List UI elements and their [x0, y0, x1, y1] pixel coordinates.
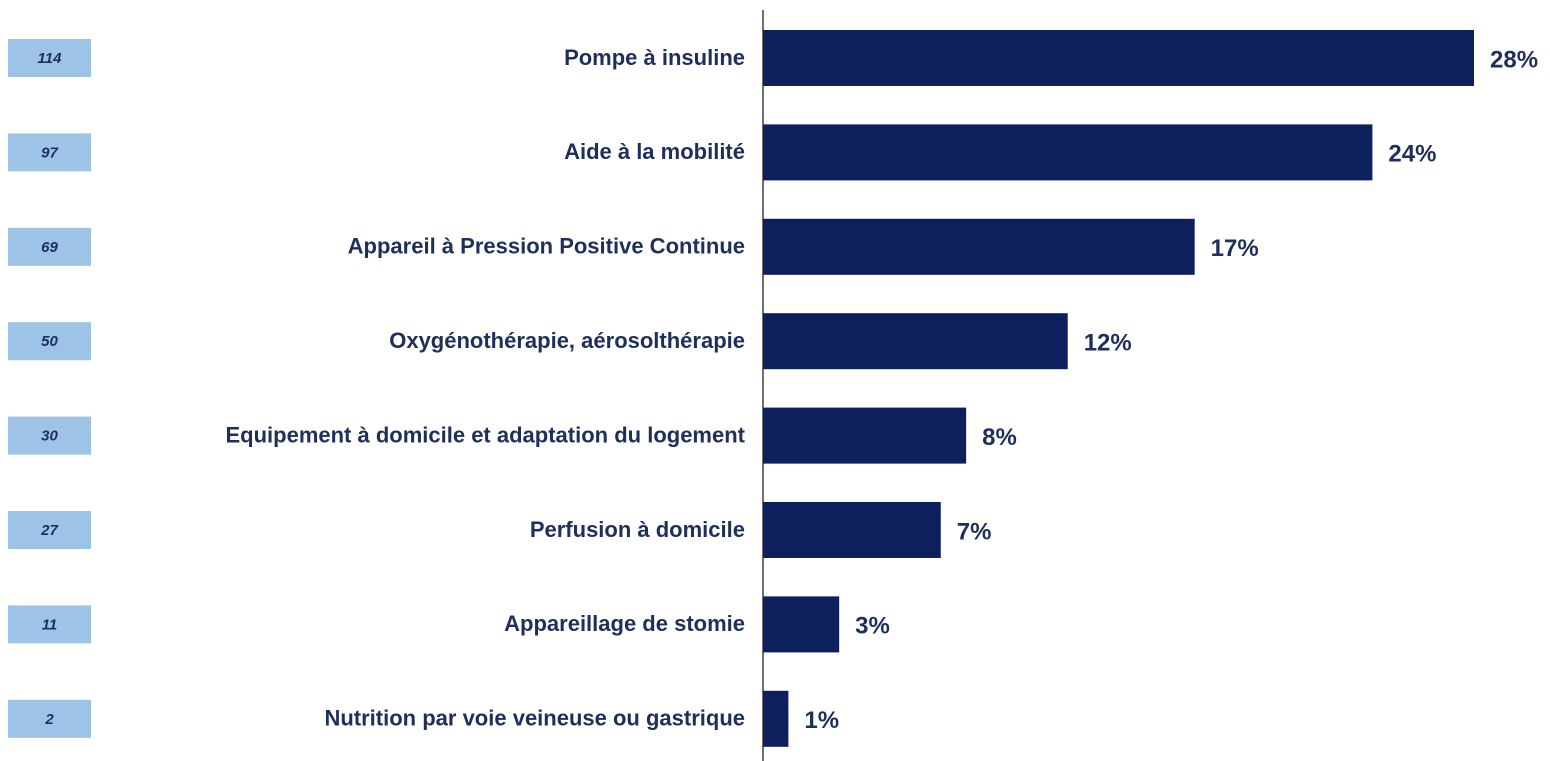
count-box: [8, 416, 91, 455]
bar: [763, 313, 1068, 370]
bar: [763, 596, 840, 653]
category-label: Appareillage de stomie: [504, 611, 745, 636]
value-label: 8%: [982, 424, 1017, 451]
count-box: [8, 39, 91, 77]
count-label: 50: [41, 333, 58, 350]
bar: [763, 124, 1373, 181]
count-label: 2: [44, 711, 54, 728]
count-label: 30: [41, 428, 58, 445]
bar: [763, 502, 941, 558]
count-label: 69: [41, 239, 58, 256]
value-label: 17%: [1211, 235, 1259, 262]
category-label: Pompe à insuline: [564, 45, 745, 70]
count-box: [8, 699, 91, 738]
count-box: [8, 133, 91, 172]
count-box: [8, 227, 91, 266]
bar: [763, 30, 1474, 86]
category-label: Perfusion à domicile: [530, 517, 745, 542]
bar: [763, 407, 967, 464]
value-label: 28%: [1490, 46, 1538, 73]
category-label: Appareil à Pression Positive Continue: [348, 234, 745, 259]
bar: [763, 218, 1195, 275]
count-label: 114: [38, 50, 63, 67]
count-label: 97: [41, 144, 58, 161]
category-label: Oxygénothérapie, aérosolthérapie: [389, 328, 745, 353]
value-label: 1%: [804, 707, 839, 734]
count-label: 11: [42, 616, 58, 633]
value-label: 12%: [1084, 330, 1132, 357]
count-box: [8, 322, 91, 361]
value-label: 24%: [1388, 141, 1436, 168]
category-label: Equipement à domicile et adaptation du l…: [225, 422, 745, 447]
value-label: 3%: [855, 613, 890, 640]
count-box: [8, 511, 91, 549]
category-label: Nutrition par voie veineuse ou gastrique: [324, 706, 745, 731]
category-label: Aide à la mobilité: [564, 139, 745, 164]
bar: [763, 690, 789, 747]
count-label: 27: [40, 522, 58, 539]
count-box: [8, 605, 91, 644]
value-label: 7%: [957, 518, 992, 545]
